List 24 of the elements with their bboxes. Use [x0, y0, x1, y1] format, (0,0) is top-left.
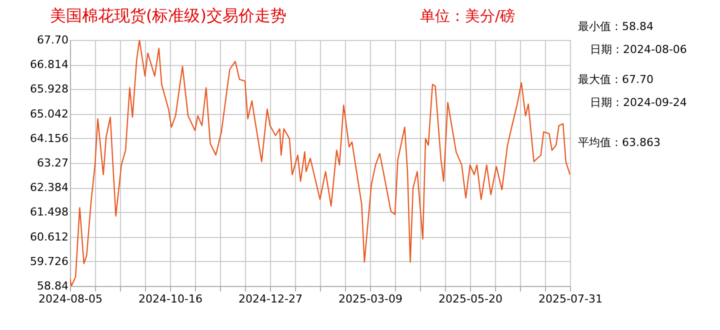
x-tick-label: 2025-07-31: [538, 292, 602, 306]
y-tick-label: 67.70: [37, 34, 68, 46]
text: 最小值：58.84: [578, 20, 654, 33]
x-tick-label: 2025-03-09: [338, 292, 402, 306]
y-tick-label: 65.042: [30, 107, 68, 120]
text: 日期：2024-08-06: [590, 43, 687, 56]
y-tick-label: 61.498: [30, 206, 68, 219]
y-tick-label: 64.156: [30, 132, 68, 145]
y-tick-label: 66.814: [30, 58, 68, 72]
x-tick-label: 2024-12-27: [238, 292, 302, 306]
x-tick-label: 2025-05-20: [438, 292, 502, 306]
y-tick-label: 62.384: [30, 181, 68, 194]
x-tick-label: 2024-10-16: [138, 292, 202, 306]
text: 最大值：67.70: [578, 73, 654, 86]
y-tick-label: 58.84: [37, 280, 68, 292]
text: 平均值：63.863: [578, 136, 660, 149]
y-tick-label: 65.928: [30, 82, 68, 96]
y-tick-label: 60.612: [30, 230, 68, 244]
y-tick-label: 63.27: [37, 156, 68, 170]
x-tick-label: 2024-08-05: [38, 292, 102, 306]
text: 日期：2024-09-24: [590, 96, 687, 109]
y-tick-label: 59.726: [30, 254, 68, 268]
chart-title: 美国棉花现货(标准级)交易价走势: [50, 6, 286, 25]
chart-subtitle: 单位：美分/磅: [420, 7, 516, 25]
